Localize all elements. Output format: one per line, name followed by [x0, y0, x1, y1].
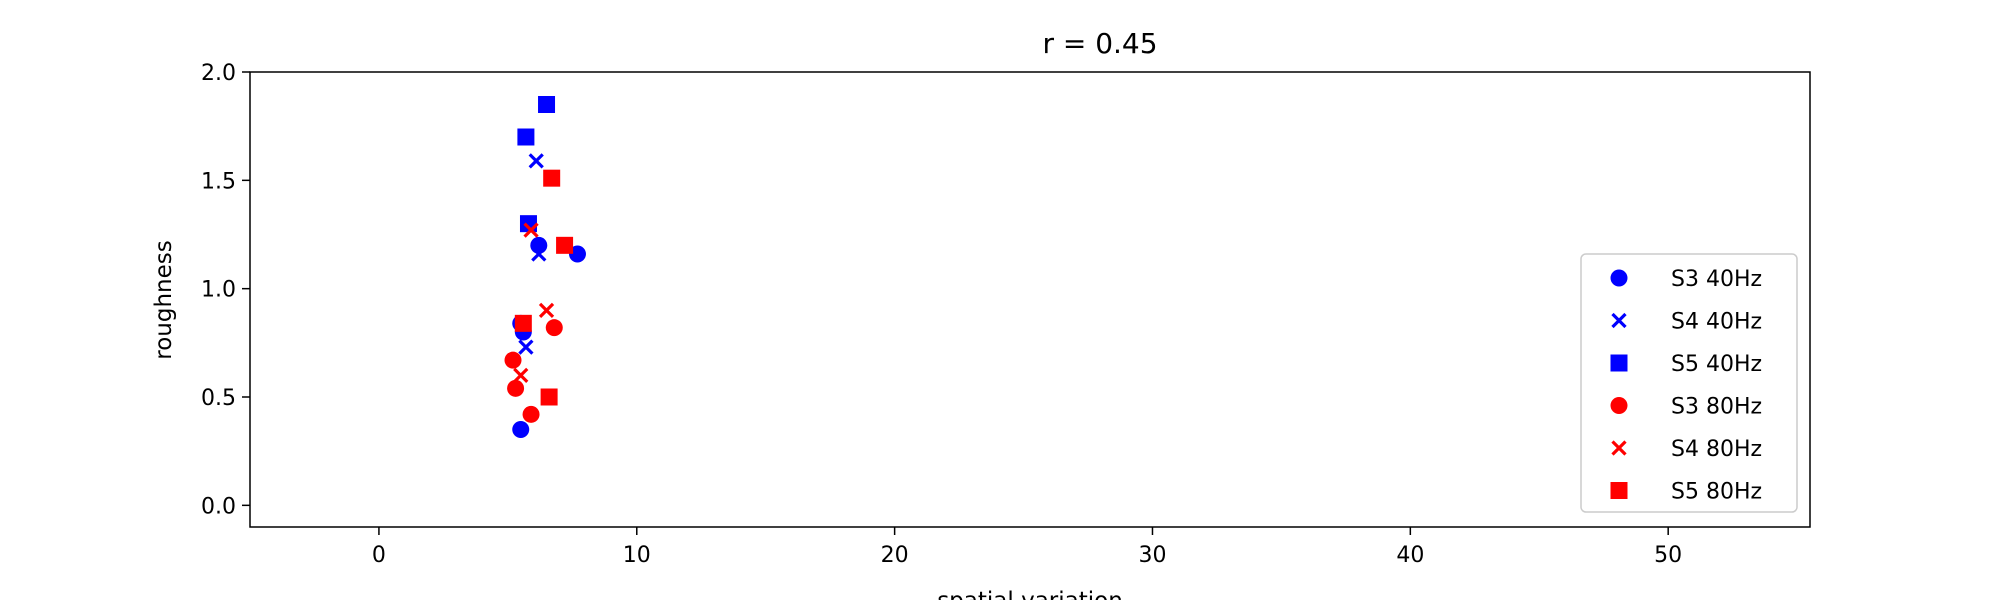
y-tick-label: 0.5	[201, 386, 236, 411]
x-tick-label: 20	[881, 543, 909, 568]
x-axis: 0 10 20 30 40 50	[372, 527, 1682, 568]
data-point	[517, 128, 535, 146]
data-point	[543, 169, 561, 187]
data-point	[523, 222, 539, 238]
x-tick-label: 30	[1138, 543, 1166, 568]
legend-marker	[1610, 397, 1628, 414]
data-point	[518, 339, 534, 355]
legend-box	[1580, 253, 1798, 513]
legend-marker	[1610, 269, 1628, 287]
x-tick-label: 10	[623, 543, 651, 568]
data-point	[514, 314, 532, 332]
legend-marker	[1611, 312, 1627, 329]
legend-label: S4 40Hz	[1671, 310, 1762, 335]
data-point	[568, 245, 586, 263]
data-point	[545, 319, 563, 337]
y-tick-label: 2.0	[201, 61, 236, 86]
plot-frame	[249, 71, 1811, 528]
legend-label: S4 80Hz	[1671, 437, 1762, 462]
x-tick-label: 50	[1654, 543, 1682, 568]
data-point	[538, 96, 556, 113]
x-axis-label: spatial variation	[937, 588, 1123, 600]
legend-label: S5 80Hz	[1671, 480, 1762, 505]
data-point	[528, 153, 544, 169]
legend-marker	[1611, 440, 1627, 456]
y-tick-label: 1.5	[201, 169, 236, 194]
legend-marker	[1610, 482, 1628, 499]
legend-label: S5 40Hz	[1671, 352, 1762, 377]
data-point	[556, 236, 574, 254]
y-axis: 0.0 0.5 1.0 1.5 2.0	[201, 61, 250, 519]
legend-label: S3 40Hz	[1671, 267, 1762, 292]
legend-label: S3 80Hz	[1671, 395, 1762, 420]
y-tick-label: 0.0	[201, 494, 236, 519]
data-point	[513, 367, 529, 383]
data-point	[531, 246, 547, 262]
legend: S3 40Hz S4 40Hz S5 40Hz S3 80Hz S4 80Hz S5 80…	[1580, 253, 1798, 513]
data-point	[512, 421, 530, 438]
x-tick-label: 0	[372, 543, 386, 568]
y-axis-label: roughness	[151, 240, 177, 359]
legend-marker	[1610, 354, 1628, 372]
chart-title: r = 0.45	[1042, 27, 1157, 60]
data-point	[507, 379, 525, 397]
plot-area	[504, 96, 586, 438]
y-tick-label: 1.0	[201, 278, 236, 303]
data-point	[504, 351, 522, 369]
x-tick-label: 40	[1396, 543, 1424, 568]
data-point	[540, 388, 558, 406]
data-point	[530, 236, 548, 254]
data-point	[522, 405, 540, 423]
data-point	[538, 302, 555, 318]
